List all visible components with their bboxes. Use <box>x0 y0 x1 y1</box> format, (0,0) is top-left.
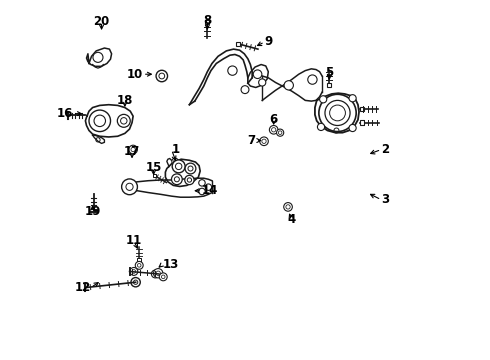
Polygon shape <box>315 93 359 133</box>
Circle shape <box>319 94 356 132</box>
Bar <box>360 121 364 125</box>
Text: 16: 16 <box>56 107 73 120</box>
Circle shape <box>151 270 159 278</box>
Circle shape <box>349 125 356 132</box>
Circle shape <box>135 261 143 269</box>
Circle shape <box>228 66 237 75</box>
Circle shape <box>205 184 212 190</box>
Circle shape <box>260 137 269 145</box>
Text: 4: 4 <box>288 213 296 226</box>
Circle shape <box>318 123 324 131</box>
Bar <box>236 42 240 45</box>
Circle shape <box>308 75 317 84</box>
Polygon shape <box>190 49 252 105</box>
Text: 15: 15 <box>146 161 162 174</box>
Text: 6: 6 <box>270 113 278 126</box>
Text: 1: 1 <box>172 143 180 156</box>
Circle shape <box>172 160 185 173</box>
Bar <box>327 83 331 87</box>
Circle shape <box>185 163 196 174</box>
Circle shape <box>172 158 178 165</box>
Bar <box>360 107 364 111</box>
Circle shape <box>253 70 262 78</box>
Circle shape <box>270 126 278 134</box>
Text: 9: 9 <box>265 35 273 49</box>
Circle shape <box>199 188 205 195</box>
Circle shape <box>131 278 140 287</box>
Circle shape <box>349 95 356 102</box>
Circle shape <box>199 180 205 186</box>
Text: 10: 10 <box>126 68 143 81</box>
Circle shape <box>284 81 294 90</box>
Circle shape <box>185 175 194 185</box>
Circle shape <box>156 70 168 82</box>
Polygon shape <box>128 178 212 197</box>
Circle shape <box>117 114 130 127</box>
Polygon shape <box>262 69 322 101</box>
Text: 7: 7 <box>247 134 256 147</box>
Text: 20: 20 <box>94 15 110 28</box>
Text: 17: 17 <box>124 145 140 158</box>
Circle shape <box>319 96 327 103</box>
Circle shape <box>159 273 167 281</box>
Polygon shape <box>85 105 133 137</box>
Circle shape <box>284 203 293 211</box>
Text: 14: 14 <box>202 184 219 197</box>
Circle shape <box>276 129 284 136</box>
Bar <box>137 258 141 262</box>
Text: 13: 13 <box>163 258 179 271</box>
Polygon shape <box>93 135 104 143</box>
Circle shape <box>241 86 249 94</box>
Text: 3: 3 <box>381 193 390 206</box>
Circle shape <box>122 179 137 195</box>
Text: 18: 18 <box>117 94 133 107</box>
Text: 8: 8 <box>203 14 212 27</box>
Text: 5: 5 <box>325 66 333 79</box>
Circle shape <box>172 174 182 185</box>
Polygon shape <box>248 64 269 87</box>
Circle shape <box>130 267 138 275</box>
Bar <box>153 174 156 177</box>
Bar <box>205 20 210 24</box>
Circle shape <box>259 79 266 86</box>
Text: 12: 12 <box>74 281 91 294</box>
Text: 19: 19 <box>84 205 101 218</box>
Text: 11: 11 <box>126 234 142 247</box>
Circle shape <box>129 145 137 154</box>
Circle shape <box>89 110 111 132</box>
Circle shape <box>93 52 103 62</box>
Polygon shape <box>166 159 200 186</box>
Circle shape <box>153 269 163 278</box>
Text: 2: 2 <box>381 143 390 156</box>
